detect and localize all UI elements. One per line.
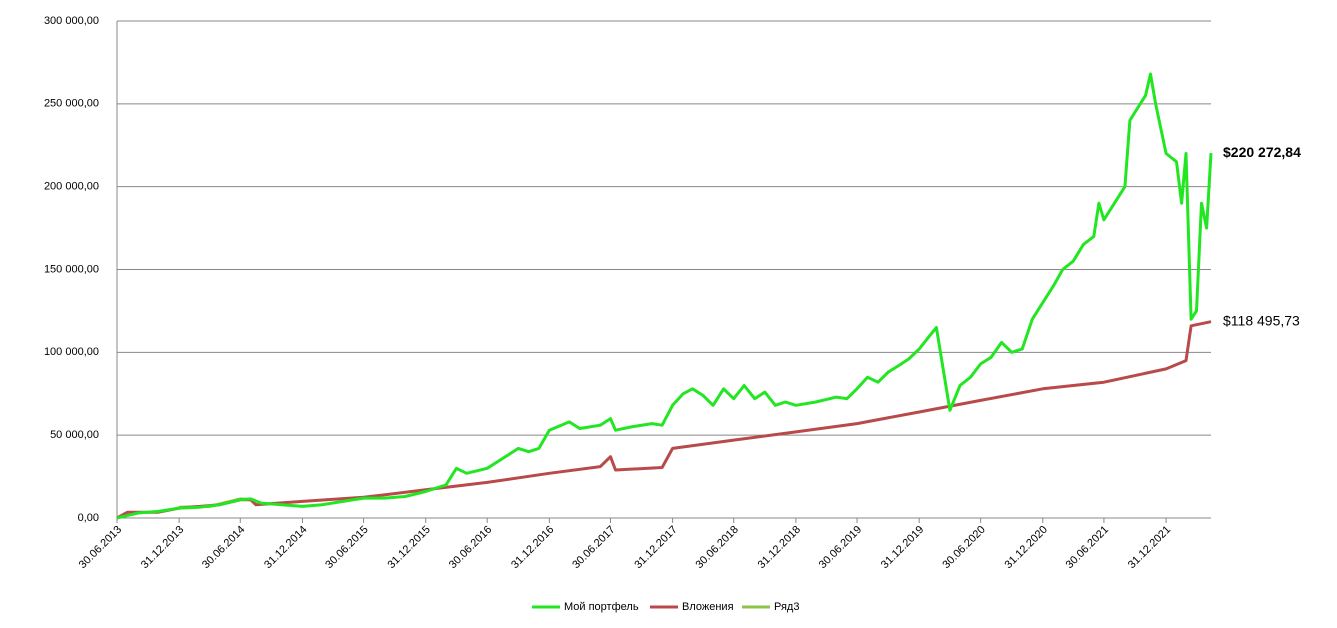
y-tick-label: 200 000,00	[44, 181, 99, 193]
x-tick-label: 31.12.2013	[139, 524, 186, 571]
y-tick-label: 0,00	[78, 512, 99, 524]
x-tick-label: 31.12.2021	[1126, 524, 1173, 571]
x-tick-label: 31.12.2014	[262, 524, 309, 571]
x-tick-label: 30.06.2018	[694, 524, 741, 571]
end-label: $220 272,84	[1223, 144, 1301, 160]
x-tick-label: 30.06.2016	[447, 524, 494, 571]
end-label: $118 495,73	[1223, 312, 1300, 328]
legend-label: Вложения	[682, 601, 734, 613]
x-tick-label: 31.12.2016	[509, 524, 556, 571]
x-tick-label: 31.12.2017	[632, 524, 679, 571]
x-tick-label: 30.06.2013	[77, 524, 124, 571]
x-tick-label: 30.06.2017	[570, 524, 617, 571]
y-tick-label: 150 000,00	[44, 263, 99, 275]
legend-label: Ряд3	[774, 601, 799, 613]
y-tick-label: 250 000,00	[44, 98, 99, 110]
x-tick-label: 31.12.2020	[1003, 524, 1050, 571]
y-tick-label: 300 000,00	[44, 15, 99, 27]
x-tick-label: 30.06.2014	[200, 524, 247, 571]
x-tick-label: 30.06.2020	[940, 524, 987, 571]
legend-label: Мой портфель	[564, 601, 639, 613]
x-tick-label: 30.06.2015	[323, 524, 370, 571]
x-tick-label: 30.06.2019	[817, 524, 864, 571]
x-tick-label: 31.12.2019	[879, 524, 926, 571]
y-tick-label: 50 000,00	[50, 429, 99, 441]
x-tick-label: 31.12.2018	[756, 524, 803, 571]
x-tick-label: 30.06.2021	[1064, 524, 1111, 571]
x-tick-label: 31.12.2015	[385, 524, 432, 571]
y-tick-label: 100 000,00	[44, 346, 99, 358]
series-line	[116, 72, 1213, 520]
